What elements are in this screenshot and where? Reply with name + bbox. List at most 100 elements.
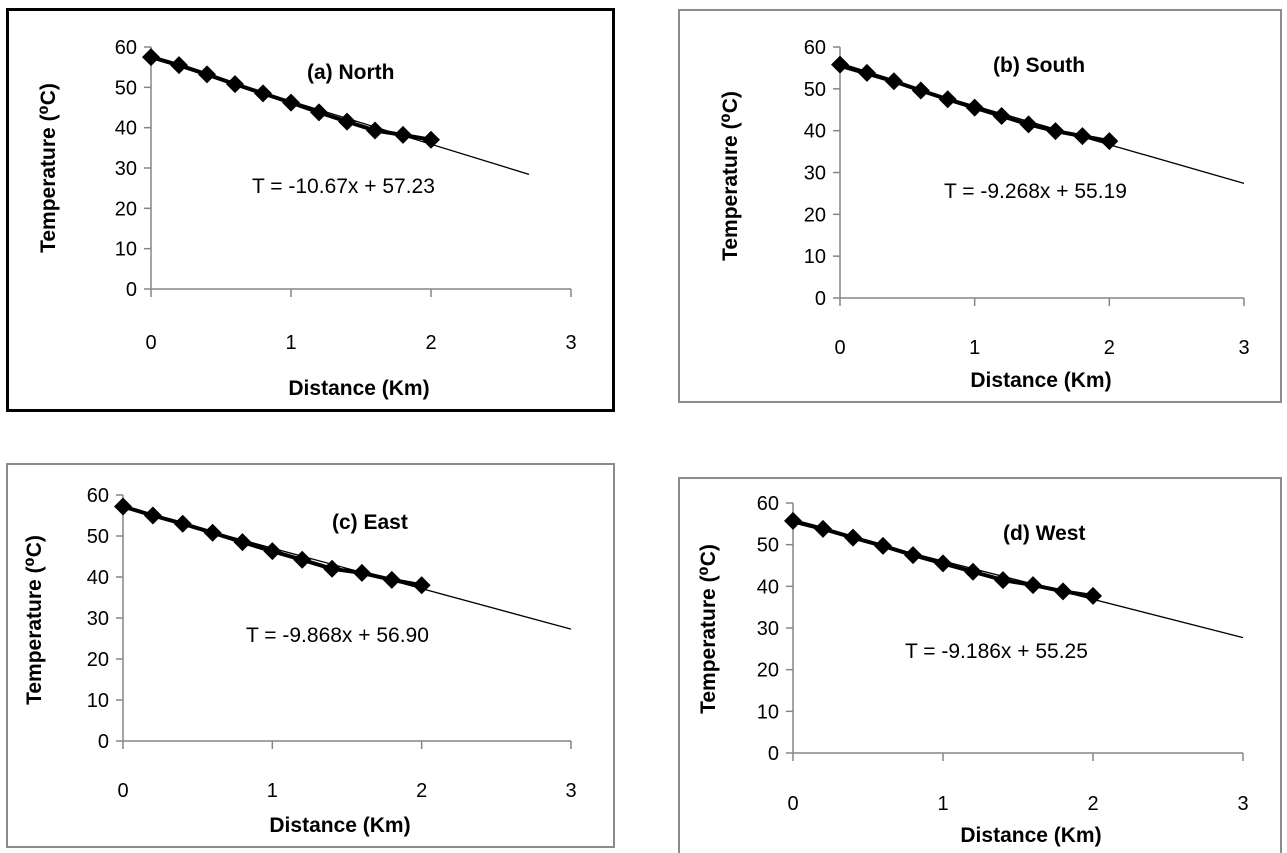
data-point-diamond — [1024, 576, 1042, 595]
y-tick-label: 20 — [115, 198, 137, 220]
data-point-diamond — [911, 81, 930, 100]
y-tick-label: 30 — [804, 163, 826, 185]
y-tick-label: 60 — [87, 485, 109, 507]
data-point-diamond — [412, 576, 431, 595]
chart-title: (a) North — [307, 61, 395, 84]
data-point-diamond — [310, 103, 328, 122]
data-point-diamond — [293, 550, 312, 569]
y-tick-label: 40 — [804, 121, 826, 143]
chart-svg-west: 0 10 20 30 40 50 60 0 1 2 3 (d) West T = -9.186x + 5… — [697, 493, 1249, 847]
data-point-diamond — [938, 90, 957, 109]
data-point-diamond — [904, 546, 922, 565]
data-point-diamond — [338, 112, 356, 131]
y-axis-label: Temperature (⁰C) — [697, 544, 720, 714]
data-point-diamond — [1054, 582, 1072, 601]
x-axis-label: Distance (Km) — [288, 377, 429, 400]
data-point-diamond — [323, 559, 342, 578]
y-tick-label: 40 — [87, 567, 109, 589]
data-point-diamond — [142, 48, 160, 67]
data-point-diamond — [1084, 586, 1102, 605]
trendline-equation: T = -9.268x + 55.19 — [944, 180, 1127, 203]
y-axis-label: Temperature (⁰C) — [23, 535, 46, 705]
data-point-diamond — [964, 562, 982, 581]
x-tick-label: 2 — [1104, 337, 1115, 359]
data-point-diamond — [1073, 127, 1092, 146]
data-point-diamond — [422, 130, 440, 149]
data-point-diamond — [382, 570, 401, 589]
data-point-diamond — [394, 125, 412, 144]
data-point-diamond — [992, 107, 1011, 126]
data-point-diamond — [784, 511, 802, 530]
trendline-equation: T = -9.186x + 55.25 — [905, 640, 1088, 663]
data-point-diamond — [114, 497, 132, 516]
chart-svg-east: 0 10 20 30 40 50 60 0 1 2 3 (c) East T = -9.868x + 5… — [23, 485, 577, 837]
y-tick-label: 20 — [757, 660, 779, 682]
data-point-diamond — [352, 563, 371, 582]
x-tick-label: 3 — [1238, 337, 1249, 359]
chart-panel-south: 0 10 20 30 40 50 60 0 1 2 3 (b) South T = -9.268x + … — [678, 9, 1282, 403]
y-tick-label: 30 — [757, 618, 779, 640]
chart-panel-east: 0 10 20 30 40 50 60 0 1 2 3 (c) East T = -9.868x + 5… — [6, 463, 615, 848]
y-tick-label: 40 — [115, 118, 137, 140]
x-tick-label: 2 — [416, 780, 427, 802]
x-tick-label: 1 — [937, 793, 948, 815]
data-point-diamond — [844, 528, 862, 547]
x-tick-label: 1 — [969, 337, 980, 359]
data-point-diamond — [366, 121, 384, 140]
data-point-diamond — [994, 571, 1012, 590]
data-point-diamond — [143, 506, 162, 525]
y-tick-label: 50 — [115, 77, 137, 99]
data-point-diamond — [233, 533, 252, 552]
data-point-diamond — [1019, 115, 1038, 134]
data-point-diamond — [203, 523, 222, 542]
x-tick-label: 2 — [1087, 793, 1098, 815]
x-tick-label: 0 — [787, 793, 798, 815]
x-tick-label: 1 — [267, 780, 278, 802]
chart-panel-west: 0 10 20 30 40 50 60 0 1 2 3 (d) West T = -9.186x + 5… — [678, 477, 1282, 853]
chart-title: (c) East — [332, 511, 408, 534]
data-point-diamond — [1100, 132, 1119, 151]
y-tick-label: 10 — [87, 690, 109, 712]
x-tick-label: 0 — [834, 337, 845, 359]
y-tick-label: 0 — [98, 731, 109, 753]
chart-panel-north: 0 10 20 30 40 50 60 0 1 2 3 (a) North T = -10.67x + … — [6, 8, 615, 412]
x-tick-label: 3 — [1237, 793, 1248, 815]
x-tick-label: 3 — [565, 780, 576, 802]
y-tick-label: 30 — [87, 608, 109, 630]
data-point-diamond — [831, 55, 849, 74]
data-point-diamond — [814, 519, 832, 538]
data-point-diamond — [965, 98, 984, 117]
chart-title: (d) West — [1003, 522, 1085, 545]
y-tick-label: 60 — [757, 493, 779, 515]
y-tick-label: 10 — [115, 239, 137, 261]
y-tick-label: 0 — [126, 279, 137, 301]
y-tick-label: 10 — [804, 246, 826, 268]
chart-svg-north: 0 10 20 30 40 50 60 0 1 2 3 (a) North T = -10.67x + … — [37, 37, 577, 400]
data-point-diamond — [282, 93, 300, 112]
y-tick-label: 50 — [804, 79, 826, 101]
y-tick-label: 10 — [757, 701, 779, 723]
data-point-diamond — [198, 65, 216, 84]
y-tick-label: 50 — [757, 535, 779, 557]
x-tick-label: 0 — [117, 780, 128, 802]
y-tick-label: 50 — [87, 526, 109, 548]
data-point-diamond — [254, 84, 272, 103]
y-tick-label: 0 — [815, 288, 826, 310]
x-axis-label: Distance (Km) — [269, 814, 410, 837]
data-point-diamond — [874, 536, 892, 555]
y-tick-label: 20 — [87, 649, 109, 671]
y-tick-label: 60 — [804, 37, 826, 59]
data-point-diamond — [170, 56, 188, 75]
data-point-diamond — [173, 514, 192, 533]
y-tick-label: 60 — [115, 37, 137, 59]
y-tick-label: 40 — [757, 576, 779, 598]
data-point-diamond — [1046, 122, 1065, 141]
y-axis-label: Temperature (⁰C) — [37, 83, 60, 253]
x-tick-label: 0 — [145, 332, 156, 354]
trendline-equation: T = -9.868x + 56.90 — [246, 624, 429, 647]
data-point-diamond — [857, 63, 876, 82]
y-axis-label: Temperature (⁰C) — [719, 91, 742, 261]
chart-title: (b) South — [993, 54, 1085, 77]
trendline-equation: T = -10.67x + 57.23 — [252, 175, 435, 198]
chart-svg-south: 0 10 20 30 40 50 60 0 1 2 3 (b) South T = -9.268x + … — [719, 37, 1250, 392]
